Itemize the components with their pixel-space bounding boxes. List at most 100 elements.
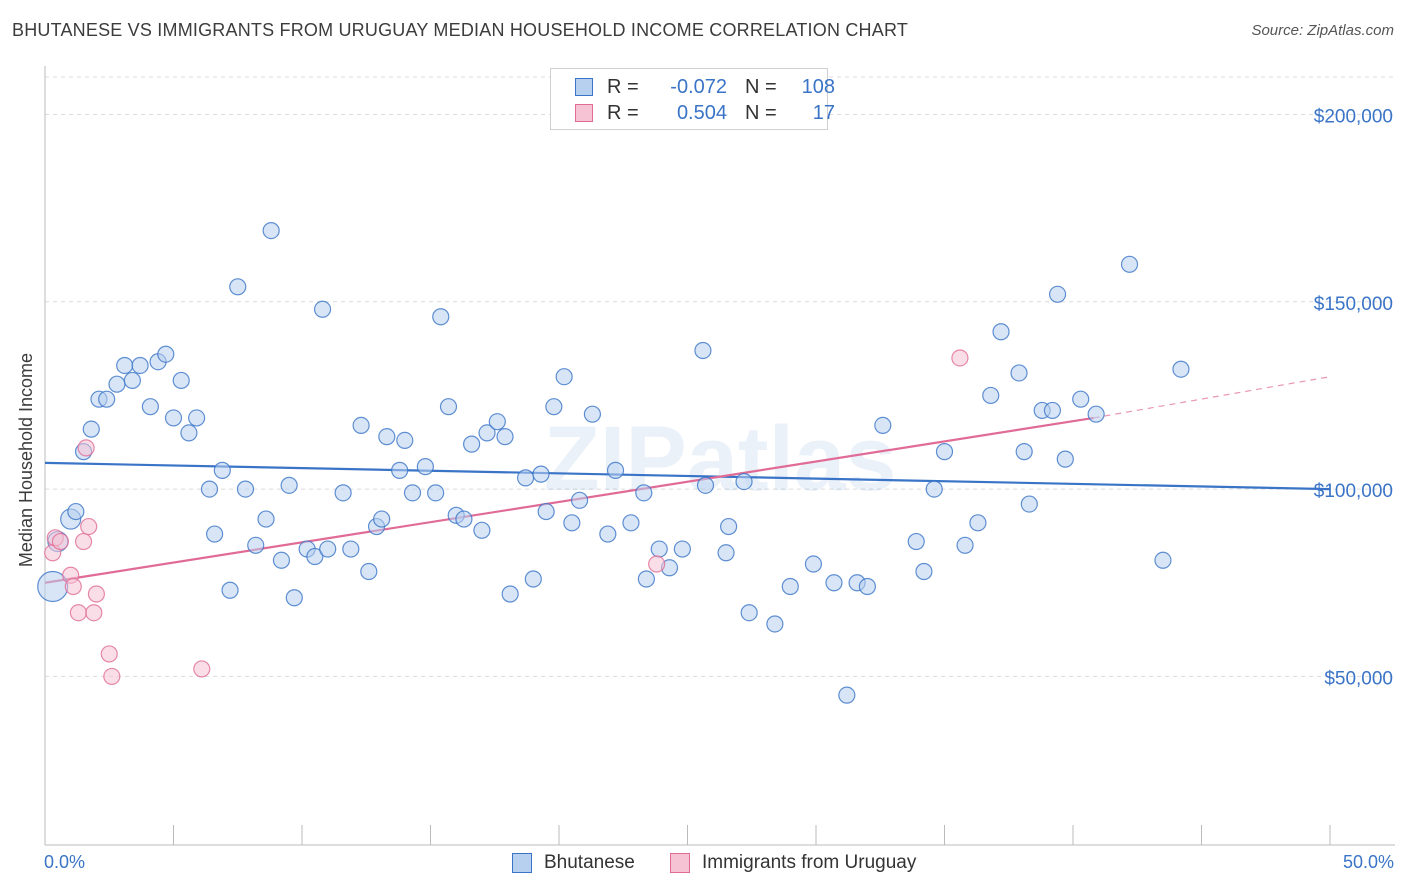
point-bhutanese	[1043, 401, 1062, 420]
point-bhutanese	[956, 536, 974, 554]
scatter-points	[37, 222, 1190, 704]
point-bhutanese	[272, 551, 291, 569]
point-bhutanese	[766, 615, 784, 633]
legend-row-uruguay: R = 0.504 N = 17	[575, 101, 835, 125]
point-uruguay	[69, 604, 88, 622]
point-uruguay	[74, 532, 93, 551]
point-bhutanese	[455, 510, 473, 528]
point-bhutanese	[432, 308, 450, 326]
legend-row-bhutanese: R = -0.072 N = 108	[575, 75, 835, 99]
point-bhutanese	[496, 428, 514, 446]
point-bhutanese	[1154, 551, 1172, 569]
y-axis-label: Median Household Income	[16, 352, 36, 568]
point-bhutanese	[537, 502, 555, 521]
point-bhutanese	[313, 300, 332, 318]
point-bhutanese	[213, 461, 231, 479]
point-bhutanese	[478, 424, 496, 442]
point-bhutanese	[157, 345, 175, 363]
point-bhutanese	[570, 491, 589, 509]
point-bhutanese	[378, 428, 396, 446]
point-uruguay	[103, 667, 121, 686]
point-bhutanese	[935, 443, 954, 461]
axes	[44, 66, 1395, 846]
bottom-legend-label: Bhutanese	[544, 852, 635, 873]
point-bhutanese	[545, 398, 563, 416]
point-bhutanese	[838, 686, 856, 704]
bottom-legend-uruguay: Immigrants from Uruguay	[670, 852, 916, 874]
point-bhutanese	[524, 570, 542, 588]
point-bhutanese	[236, 480, 255, 498]
point-uruguay	[193, 660, 211, 678]
point-bhutanese	[969, 514, 987, 532]
point-bhutanese	[247, 536, 265, 554]
point-bhutanese	[123, 371, 141, 390]
legend-r-label: R =	[607, 75, 639, 98]
grid	[45, 76, 1395, 677]
point-bhutanese	[396, 431, 414, 449]
point-bhutanese	[180, 424, 198, 442]
point-bhutanese	[342, 540, 360, 558]
point-bhutanese	[858, 577, 877, 596]
point-bhutanese	[563, 514, 581, 532]
point-uruguay	[87, 585, 106, 603]
trend-lines	[44, 376, 1331, 584]
point-bhutanese	[360, 562, 378, 581]
point-bhutanese	[925, 480, 943, 498]
point-bhutanese	[1087, 405, 1105, 423]
point-bhutanese	[229, 278, 247, 296]
point-uruguay	[51, 532, 70, 551]
point-bhutanese	[720, 517, 738, 536]
point-bhutanese	[67, 502, 85, 521]
point-bhutanese	[555, 368, 573, 386]
point-bhutanese	[1010, 364, 1028, 382]
chart-title: BHUTANESE VS IMMIGRANTS FROM URUGUAY MED…	[12, 20, 909, 40]
point-bhutanese	[334, 484, 352, 502]
point-bhutanese	[403, 484, 422, 502]
point-bhutanese	[825, 574, 843, 592]
legend-swatch-pink	[575, 104, 593, 122]
x-tick-label-max: 50.0%	[1342, 852, 1394, 872]
point-bhutanese	[280, 476, 298, 494]
point-bhutanese	[907, 532, 925, 551]
point-bhutanese	[188, 409, 206, 427]
point-bhutanese	[427, 484, 445, 502]
point-uruguay	[64, 577, 82, 596]
y-tick-label: $50,000	[1324, 668, 1393, 689]
point-bhutanese	[915, 562, 933, 581]
point-uruguay	[77, 439, 95, 457]
point-uruguay	[100, 645, 118, 663]
point-bhutanese	[1120, 255, 1139, 273]
point-bhutanese	[200, 480, 219, 498]
point-bhutanese	[439, 398, 458, 416]
y-tick-labels: $50,000 $100,000 $150,000 $200,000	[1314, 106, 1393, 689]
point-bhutanese	[221, 581, 239, 599]
point-bhutanese	[696, 476, 715, 494]
point-bhutanese	[501, 585, 519, 603]
point-bhutanese	[488, 413, 506, 431]
point-bhutanese	[804, 555, 823, 573]
point-uruguay	[85, 604, 103, 622]
point-bhutanese	[740, 604, 758, 622]
point-bhutanese	[473, 521, 491, 539]
point-bhutanese	[735, 473, 753, 491]
x-tick-label-min: 0.0%	[44, 852, 86, 872]
trend-line	[44, 461, 1331, 491]
point-bhutanese	[583, 405, 602, 423]
point-bhutanese	[257, 510, 275, 528]
point-bhutanese	[463, 435, 481, 453]
point-bhutanese	[164, 409, 183, 427]
point-bhutanese	[172, 371, 190, 390]
point-bhutanese	[637, 570, 655, 588]
point-bhutanese	[1020, 495, 1038, 513]
point-bhutanese	[206, 525, 224, 543]
point-bhutanese	[599, 525, 617, 543]
point-bhutanese	[373, 510, 391, 528]
stats-legend: R = -0.072 N = 108 R = 0.504 N = 17	[550, 68, 835, 130]
bottom-legend-swatch-pink	[670, 853, 690, 873]
point-bhutanese	[1172, 360, 1190, 378]
bottom-legend-swatch-blue	[512, 853, 532, 873]
point-uruguay	[80, 517, 98, 536]
legend-n-value: 17	[812, 101, 835, 124]
point-uruguay	[951, 349, 969, 367]
